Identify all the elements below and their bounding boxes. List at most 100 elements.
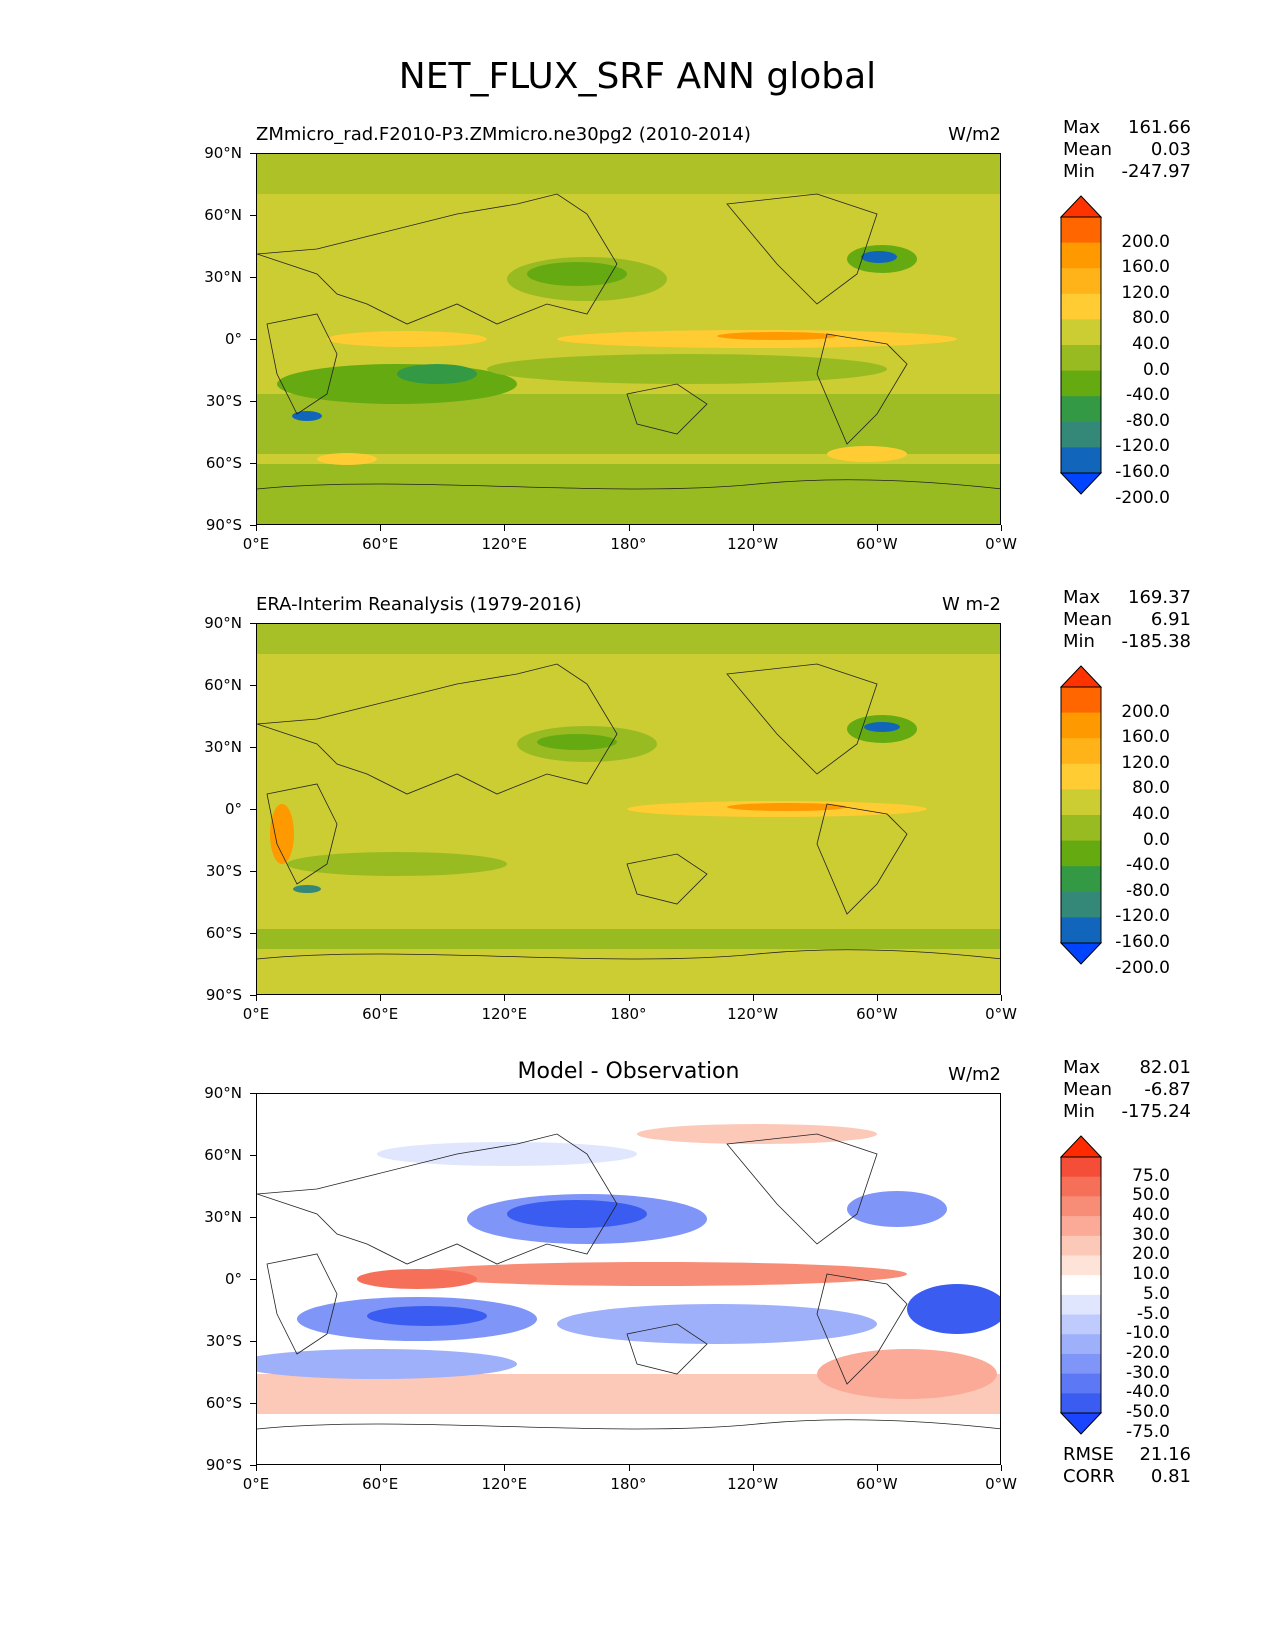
lat-tick	[250, 1093, 256, 1094]
map-plot	[256, 153, 1001, 525]
lon-tick-label: 0°E	[242, 1475, 270, 1493]
colorbar-segment	[1061, 917, 1101, 944]
lon-tick-label: 60°E	[362, 1005, 399, 1023]
lon-tick	[256, 995, 257, 1001]
colorbar-segment	[1061, 1216, 1101, 1237]
colorbar-tick-label: 80.0	[1132, 778, 1170, 799]
stat-label: Max	[1063, 117, 1101, 138]
lon-tick-label: 120°E	[481, 1005, 528, 1023]
stat-label: Max	[1063, 1057, 1101, 1078]
colorbar-tick-label: 40.0	[1132, 1205, 1170, 1226]
colorbar-segment	[1061, 1235, 1101, 1256]
map-plot	[256, 1093, 1001, 1465]
colorbar-tick-label: -50.0	[1126, 1402, 1170, 1422]
colorbar-extend-top	[1060, 1135, 1103, 1158]
colorbar-tick-label: 50.0	[1132, 1185, 1170, 1206]
lat-tick-label: 0°	[224, 330, 242, 348]
colorbar-segment	[1061, 1314, 1101, 1335]
stat-label: Min	[1063, 1101, 1095, 1122]
lon-tick	[380, 1465, 382, 1471]
lon-tick	[752, 1465, 754, 1471]
lon-tick	[628, 995, 630, 1001]
colorbar-segment	[1061, 866, 1101, 893]
colorbar-tick-label: 0.0	[1142, 829, 1170, 850]
lat-tick-label: 60°N	[204, 1146, 242, 1164]
lat-tick-label: 90°S	[205, 986, 242, 1004]
lon-tick	[256, 1465, 257, 1471]
colorbar-segment	[1061, 421, 1101, 448]
colorbar-segment	[1061, 242, 1101, 269]
colorbar-tick-label: -40.0	[1126, 855, 1170, 876]
panel-title: ERA-Interim Reanalysis (1979-2016)	[256, 594, 582, 615]
lat-tick-label: 90°S	[205, 1456, 242, 1474]
colorbar-segment	[1061, 1275, 1101, 1296]
lon-tick	[504, 525, 506, 531]
colorbar-tick-label: -160.0	[1115, 932, 1170, 952]
lat-tick-label: 30°S	[205, 1332, 242, 1350]
stat-row: Max 82.01	[1063, 1057, 1191, 1079]
colorbar-segment	[1061, 789, 1101, 816]
lon-tick	[1001, 525, 1002, 531]
lon-tick-label: 0°E	[242, 1005, 270, 1023]
map-plot	[256, 623, 1001, 995]
lat-tick	[250, 871, 256, 872]
lon-tick-label: 120°W	[727, 535, 779, 553]
lon-tick	[876, 525, 878, 531]
stat-row: Max 161.66	[1063, 117, 1191, 139]
panel-units: W/m2	[948, 124, 1001, 145]
stat-label: Min	[1063, 631, 1095, 652]
lat-tick	[250, 747, 256, 748]
colorbar-segment	[1061, 293, 1101, 320]
lat-tick-label: 90°N	[204, 1084, 242, 1102]
stat-value: 6.91	[1150, 609, 1191, 630]
lat-tick-label: 60°S	[205, 924, 242, 942]
stat-value: 0.81	[1150, 1466, 1191, 1487]
lat-tick	[250, 623, 256, 624]
colorbar-segment	[1061, 447, 1101, 474]
panel-units: W m-2	[941, 594, 1001, 615]
colorbar-frame	[1060, 216, 1102, 474]
lon-tick-label: 120°W	[727, 1475, 779, 1493]
lon-tick-label: 180°	[610, 1475, 647, 1493]
stat-row: Min -247.97	[1063, 161, 1191, 183]
panel-title: ZMmicro_rad.F2010-P3.ZMmicro.ne30pg2 (20…	[256, 124, 751, 145]
colorbar-segment	[1061, 840, 1101, 867]
stat-value: -175.24	[1121, 1101, 1191, 1122]
lon-tick	[628, 525, 630, 531]
colorbar-tick-label: -120.0	[1115, 436, 1170, 457]
stat-row: Mean 6.91	[1063, 609, 1191, 631]
colorbar-segment	[1061, 891, 1101, 918]
colorbar	[1060, 665, 1103, 965]
lat-tick	[250, 1217, 256, 1218]
colorbar-tick-label: 120.0	[1121, 752, 1170, 773]
lon-tick-label: 120°W	[727, 1005, 779, 1023]
lon-tick-label: 60°W	[856, 1475, 898, 1493]
lon-tick-label: 120°E	[481, 535, 528, 553]
stat-value: -185.38	[1121, 631, 1191, 652]
lat-tick	[250, 215, 256, 216]
stat-label: Mean	[1063, 1079, 1113, 1100]
lat-tick	[250, 277, 256, 278]
stat-value: -247.97	[1121, 161, 1191, 182]
stat-value: 161.66	[1128, 117, 1191, 138]
lat-tick	[250, 1403, 256, 1404]
colorbar-tick-label: 160.0	[1121, 257, 1170, 278]
colorbar-tick-label: 75.0	[1132, 1165, 1170, 1186]
stat-row: Max 169.37	[1063, 587, 1191, 609]
colorbar-extend-top	[1060, 665, 1103, 688]
colorbar-tick-label: 160.0	[1121, 727, 1170, 748]
lat-tick-label: 0°	[224, 800, 242, 818]
stats-block: Max 161.66 Mean 0.03 Min -247.97	[1063, 117, 1191, 183]
colorbar-frame	[1060, 686, 1102, 944]
stat-label: Max	[1063, 587, 1101, 608]
lat-tick-label: 30°N	[204, 738, 242, 756]
lon-tick	[876, 1465, 878, 1471]
colorbar-tick-label: 40.0	[1132, 334, 1170, 354]
colorbar-segment	[1061, 1157, 1101, 1178]
stat-value: 169.37	[1128, 587, 1191, 608]
colorbar-extend-bottom	[1060, 472, 1103, 495]
colorbar-segment	[1061, 217, 1101, 244]
lon-tick	[256, 525, 257, 531]
colorbar-segment	[1061, 712, 1101, 739]
lon-tick	[504, 995, 506, 1001]
